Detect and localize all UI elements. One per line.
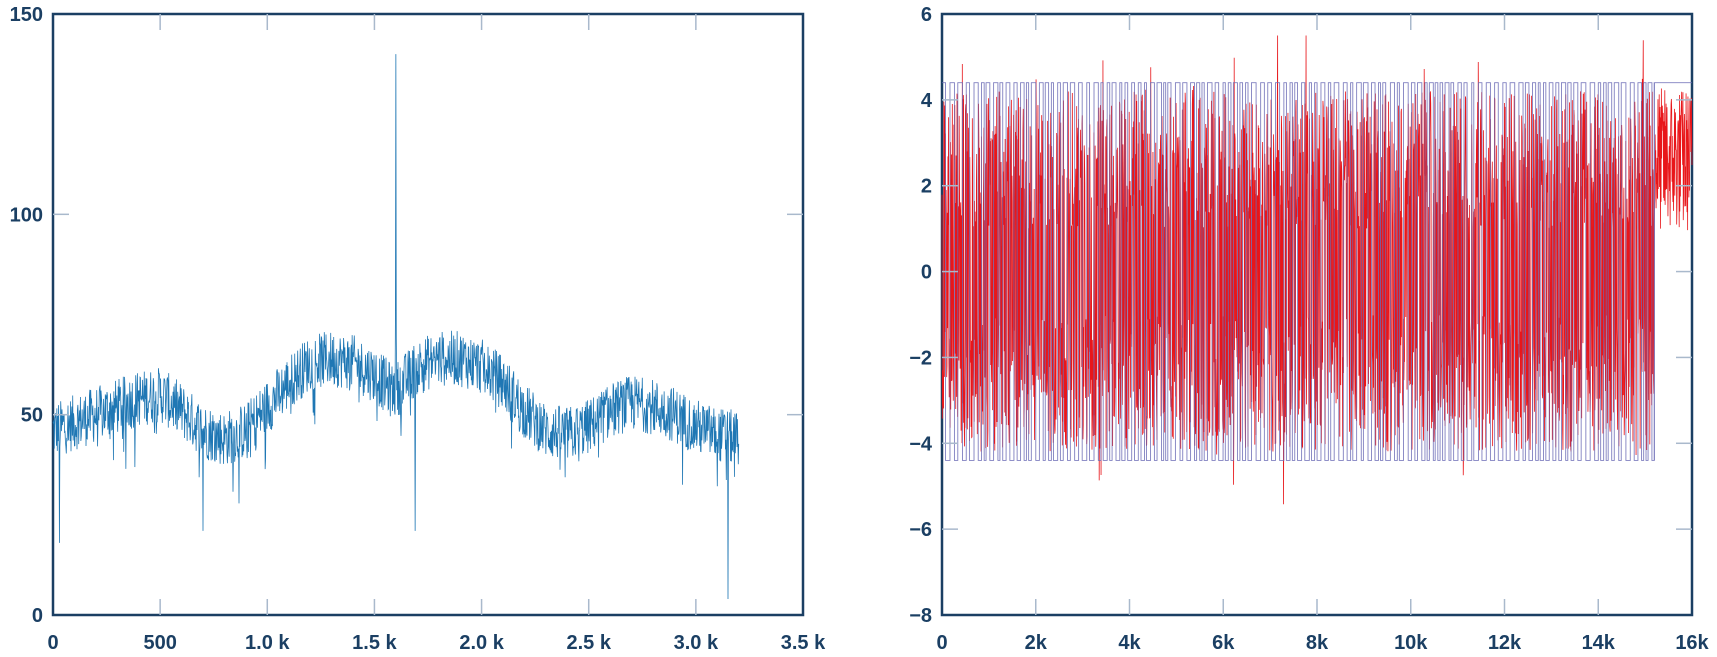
- left-series-group: [52, 54, 740, 599]
- right-y-tick-label: 6: [921, 4, 932, 26]
- right-y-tick-label: 2: [921, 176, 932, 198]
- left-ticks-group: 0 500 1.0 k 1.5 k 2.0 k 2.5 k 3.0 k 3.5 k 0 50 100…: [10, 4, 826, 654]
- left-x-tick-label: 0: [47, 632, 58, 654]
- left-x-tick-label: 500: [143, 632, 176, 654]
- left-x-tick-label: 3.0 k: [674, 632, 719, 654]
- left-x-tick-label: 2.5 k: [566, 632, 611, 654]
- right-x-tick-label: 10k: [1394, 632, 1428, 654]
- right-x-tick-label: 16k: [1675, 632, 1709, 654]
- left-x-tick-label: 1.0 k: [245, 632, 290, 654]
- left-y-tick-label: 100: [10, 204, 43, 226]
- right-series-group: [941, 35, 1693, 505]
- right-y-tick-label: −2: [909, 347, 932, 369]
- right-x-tick-label: 2k: [1025, 632, 1048, 654]
- left-y-tick-label: 50: [21, 405, 43, 427]
- right-y-tick-label: −8: [909, 605, 932, 627]
- right-y-tick-label: 0: [921, 262, 932, 284]
- right-x-tick-label: 0: [936, 632, 947, 654]
- right-x-tick-label: 12k: [1488, 632, 1522, 654]
- left-plot-frame: [51, 12, 805, 617]
- right-y-tick-label: −4: [909, 433, 933, 455]
- chart-left: 0 500 1.0 k 1.5 k 2.0 k 2.5 k 3.0 k 3.5 k 0 50 100…: [10, 4, 826, 654]
- left-x-tick-label: 3.5 k: [781, 632, 826, 654]
- right-x-tick-label: 6k: [1212, 632, 1235, 654]
- left-y-tick-label: 150: [10, 4, 43, 26]
- right-symbol-line: [942, 82, 1692, 461]
- right-y-tick-label: 4: [921, 90, 933, 112]
- left-x-tick-label: 1.5 k: [352, 632, 397, 654]
- right-x-tick-label: 8k: [1306, 632, 1329, 654]
- right-ticks-group: 0 2k 4k 6k 8k 10k 12k 14k 16k −8 −6 −4 −2 0 2 4 6: [909, 4, 1709, 654]
- chart-right: 0 2k 4k 6k 8k 10k 12k 14k 16k −8 −6 −4 −2 0 2 4 6: [909, 4, 1709, 654]
- right-y-tick-label: −6: [909, 519, 932, 541]
- left-y-tick-label: 0: [32, 605, 43, 627]
- right-x-tick-label: 4k: [1118, 632, 1141, 654]
- left-spectrum-line: [52, 54, 740, 599]
- left-x-tick-label: 2.0 k: [459, 632, 504, 654]
- right-x-tick-label: 14k: [1582, 632, 1616, 654]
